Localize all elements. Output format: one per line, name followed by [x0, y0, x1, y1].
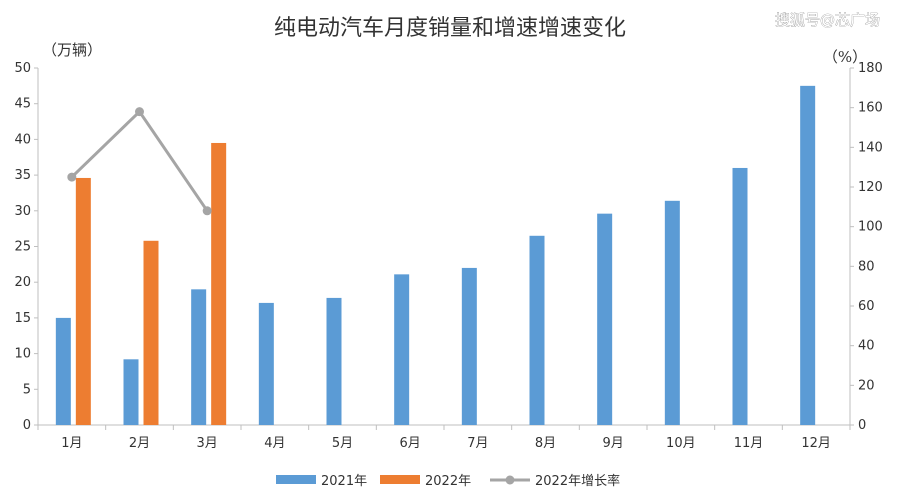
legend-label-2021年[interactable]: 2021年	[321, 474, 367, 489]
bar-2021年	[394, 274, 410, 425]
y-left-tick-label: 20	[14, 275, 31, 290]
y-left-tick-label: 15	[14, 311, 31, 326]
y-left-tick-label: 40	[14, 132, 31, 147]
y-right-tick-label: 20	[858, 378, 875, 393]
x-tick-label: 2月	[129, 436, 150, 451]
x-tick-label: 11月	[734, 436, 764, 451]
bar-2021年	[597, 213, 613, 425]
y-right-unit-label: （%）	[823, 48, 867, 66]
line-group	[67, 107, 212, 216]
x-tick-label: 5月	[332, 436, 353, 451]
line-point-2022年增长率	[202, 206, 212, 216]
axes-group: 0 5 10 15 20 25 30 35 40 45 50 0 20 40 60 80 100 120 140 16…	[14, 61, 882, 451]
y-right-tick-label: 180	[858, 61, 883, 76]
y-right-tick-label: 40	[858, 339, 875, 354]
legend-label-2022年[interactable]: 2022年	[425, 474, 471, 489]
legend-label-2022年增长率[interactable]: 2022年增长率	[535, 473, 620, 489]
bar-2021年	[123, 359, 139, 425]
legend-swatch-2022年[interactable]	[380, 475, 420, 484]
legend-swatch-2021年[interactable]	[276, 475, 316, 484]
y-left-tick-label: 10	[14, 347, 31, 362]
bar-2021年	[800, 85, 816, 425]
bar-2022年	[75, 177, 91, 425]
y-right-tick-label: 0	[858, 418, 866, 433]
y-left-tick-label: 30	[14, 204, 31, 219]
line-point-2022年增长率	[135, 107, 144, 117]
y-right-tick-label: 120	[858, 180, 883, 195]
bar-2021年	[732, 167, 748, 425]
bar-2021年	[664, 200, 680, 425]
bar-2021年	[258, 302, 274, 425]
watermark: 搜狐号@芯广场	[775, 11, 880, 29]
y-left-tick-label: 45	[14, 97, 31, 112]
x-tick-label: 9月	[603, 436, 624, 451]
bar-2021年	[191, 289, 207, 425]
bar-2022年	[211, 142, 227, 425]
legend[interactable]: 2021年 2022年 2022年增长率	[276, 473, 620, 489]
x-tick-label: 8月	[535, 436, 556, 451]
x-tick-label: 4月	[264, 436, 285, 451]
bar-2021年	[461, 267, 477, 425]
chart-title: 纯电动汽车月度销量和增速增速变化	[274, 16, 626, 41]
bar-2021年	[55, 317, 71, 425]
y-left-tick-label: 35	[14, 168, 31, 183]
y-right-tick-label: 60	[858, 299, 875, 314]
y-left-unit-label: （万辆）	[42, 41, 102, 59]
y-left-tick-label: 25	[14, 240, 31, 255]
bars-group	[55, 85, 816, 425]
x-tick-label: 10月	[666, 436, 696, 451]
legend-marker-2022年增长率[interactable]	[505, 475, 515, 485]
x-tick-label: 7月	[467, 436, 488, 451]
bar-2021年	[326, 297, 342, 425]
y-left-tick-label: 0	[23, 418, 31, 433]
x-tick-label: 12月	[801, 436, 831, 451]
line-point-2022年增长率	[67, 172, 77, 182]
bar-2021年	[529, 235, 545, 425]
y-left-tick-label: 50	[14, 61, 31, 76]
x-tick-label: 3月	[197, 436, 218, 451]
y-left-tick-label: 5	[23, 382, 31, 397]
y-right-tick-label: 100	[858, 220, 883, 235]
x-tick-label: 1月	[61, 436, 82, 451]
y-right-tick-label: 160	[858, 101, 883, 116]
y-right-tick-label: 140	[858, 140, 883, 155]
bar-2022年	[143, 240, 159, 425]
y-right-tick-label: 80	[858, 259, 875, 274]
x-tick-label: 6月	[400, 436, 421, 451]
line-2022年增长率	[70, 109, 209, 212]
